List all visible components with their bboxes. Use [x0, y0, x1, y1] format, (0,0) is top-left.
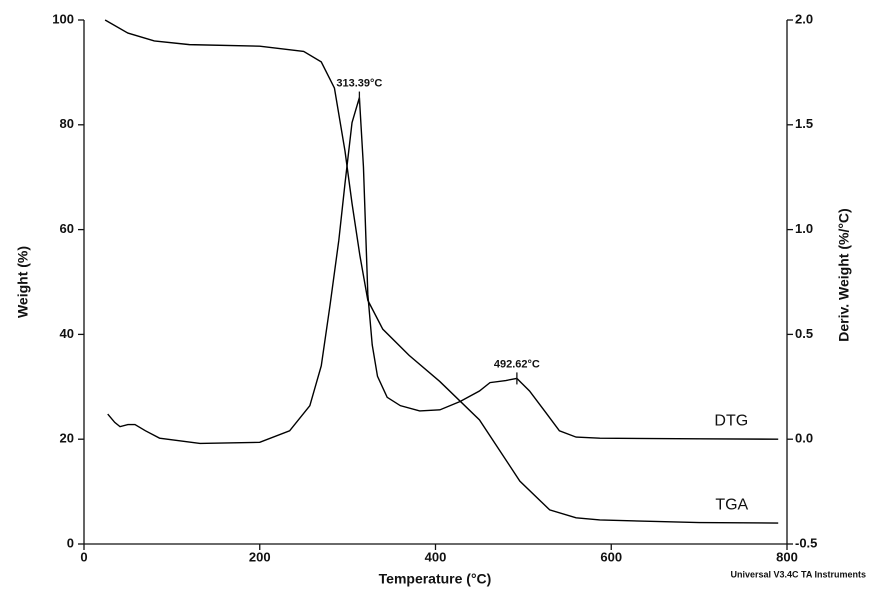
y2-tick-label: 2.0 [795, 11, 813, 26]
y-tick-label: 40 [60, 326, 74, 341]
x-tick-label: 400 [425, 549, 447, 564]
annotation: 313.39°C [336, 77, 382, 89]
footnote: Universal V3.4C TA Instruments [730, 569, 866, 579]
series-line [107, 97, 779, 445]
y-tick-label: 0 [67, 535, 74, 550]
y2-tick-label: 1.0 [795, 221, 813, 236]
series-label: TGA [715, 496, 748, 513]
x-axis-label: Temperature (°C) [379, 571, 492, 587]
y-tick-label: 80 [60, 116, 74, 131]
y-tick-label: 60 [60, 221, 74, 236]
y-tick-label: 100 [52, 11, 74, 26]
x-tick-label: 600 [600, 549, 622, 564]
y2-tick-label: 0.0 [795, 431, 813, 446]
x-tick-label: 0 [80, 549, 87, 564]
y2-tick-label: 0.5 [795, 326, 813, 341]
y2-tick-label: -0.5 [795, 535, 817, 550]
annotation: 492.62°C [494, 358, 540, 370]
series-label: DTG [714, 412, 748, 429]
x-tick-label: 200 [249, 549, 271, 564]
y-tick-label: 20 [60, 431, 74, 446]
x-tick-label: 800 [776, 549, 798, 564]
y2-tick-label: 1.5 [795, 116, 813, 131]
y2-axis-label: Deriv. Weight (%/°C) [836, 208, 852, 341]
y-axis-label: Weight (%) [15, 246, 31, 318]
